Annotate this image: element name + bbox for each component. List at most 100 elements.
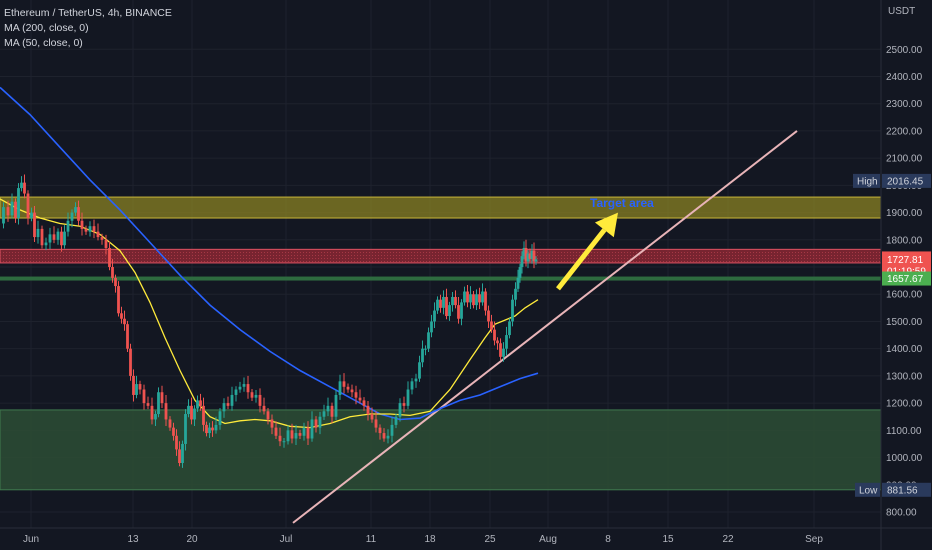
target-zone	[0, 196, 882, 219]
candle	[142, 389, 146, 404]
candle	[88, 226, 92, 232]
candle	[226, 403, 230, 406]
time-tick: 15	[662, 534, 674, 545]
time-tick: Aug	[539, 534, 557, 545]
support-value: 1657.67	[887, 274, 924, 285]
candle	[36, 228, 40, 238]
candle	[74, 207, 77, 213]
candle	[175, 435, 178, 450]
candle	[114, 277, 117, 287]
candle	[370, 414, 374, 420]
candle	[505, 335, 508, 349]
candle	[184, 414, 187, 444]
price-tick: 2500.00	[886, 45, 923, 56]
candle	[218, 411, 222, 425]
chart-legend: Ethereum / TetherUS, 4h, BINANCE MA (200…	[4, 6, 172, 51]
candle	[294, 433, 298, 439]
time-tick: 25	[484, 534, 496, 545]
candle	[286, 430, 290, 442]
high-value: 2016.45	[887, 176, 924, 187]
candle	[427, 332, 430, 349]
low-label-bg	[855, 482, 880, 497]
candle	[460, 302, 463, 319]
candle	[433, 310, 436, 322]
candle	[154, 414, 157, 420]
low-value: 881.56	[887, 485, 918, 496]
candle	[298, 433, 302, 436]
candle	[63, 231, 66, 246]
time-tick: 8	[605, 534, 611, 545]
candle	[117, 286, 120, 314]
time-tick: 11	[366, 534, 377, 545]
price-tick: 1300.00	[886, 371, 923, 382]
price-tick: 1000.00	[886, 453, 923, 464]
candle	[33, 212, 36, 238]
candle	[457, 305, 460, 319]
candle	[60, 231, 63, 246]
candle	[138, 384, 142, 390]
candle	[30, 212, 33, 219]
candle	[514, 288, 517, 300]
candle	[448, 305, 451, 317]
candle	[499, 343, 502, 357]
candle	[135, 384, 138, 395]
candle	[318, 416, 322, 428]
candle	[123, 318, 126, 325]
candle	[338, 381, 342, 395]
candle	[104, 239, 108, 248]
time-tick: Jul	[280, 534, 293, 545]
candle	[238, 386, 242, 390]
candle	[132, 375, 135, 395]
candle	[402, 403, 406, 406]
candle	[84, 228, 88, 232]
target-arrow-head	[594, 212, 618, 238]
symbol-title[interactable]: Ethereum / TetherUS, 4h, BINANCE	[4, 7, 172, 19]
time-tick: 13	[127, 534, 139, 545]
ma200-legend[interactable]: MA (200, close, 0)	[4, 22, 89, 34]
candle	[160, 392, 164, 404]
candle	[518, 267, 522, 278]
candle	[430, 321, 433, 333]
candle	[314, 419, 318, 428]
candle	[44, 242, 48, 246]
candle	[258, 394, 262, 406]
currency-label: USDT	[888, 6, 915, 17]
candle	[382, 433, 386, 439]
candle	[190, 405, 193, 420]
candle	[358, 397, 362, 401]
candle	[516, 277, 520, 289]
candle	[178, 449, 181, 464]
candle	[362, 400, 366, 406]
last-price: 1727.81	[887, 255, 924, 266]
candle	[534, 259, 538, 262]
candle	[278, 435, 282, 442]
price-tick: 2200.00	[886, 126, 923, 137]
candle	[342, 381, 346, 387]
candle	[164, 403, 168, 420]
candle	[502, 348, 505, 357]
candle	[398, 403, 402, 417]
price-tick: 1900.00	[886, 208, 923, 219]
candle	[472, 294, 475, 306]
candle	[26, 193, 30, 219]
candle	[208, 427, 211, 434]
candle	[92, 226, 96, 232]
candle	[421, 348, 424, 363]
candle	[310, 419, 314, 439]
candle	[56, 231, 60, 240]
candle	[205, 424, 208, 434]
candle	[246, 384, 250, 393]
candle	[390, 424, 394, 436]
candle	[410, 381, 414, 390]
candle	[17, 188, 20, 219]
candle	[150, 405, 154, 420]
candle	[334, 394, 338, 417]
ma50-legend[interactable]: MA (50, close, 0)	[4, 37, 83, 49]
candle	[270, 419, 274, 428]
candle	[23, 182, 26, 194]
candle	[439, 299, 442, 308]
high-value-bg	[882, 173, 931, 188]
candle	[211, 427, 214, 431]
candle	[120, 313, 123, 319]
